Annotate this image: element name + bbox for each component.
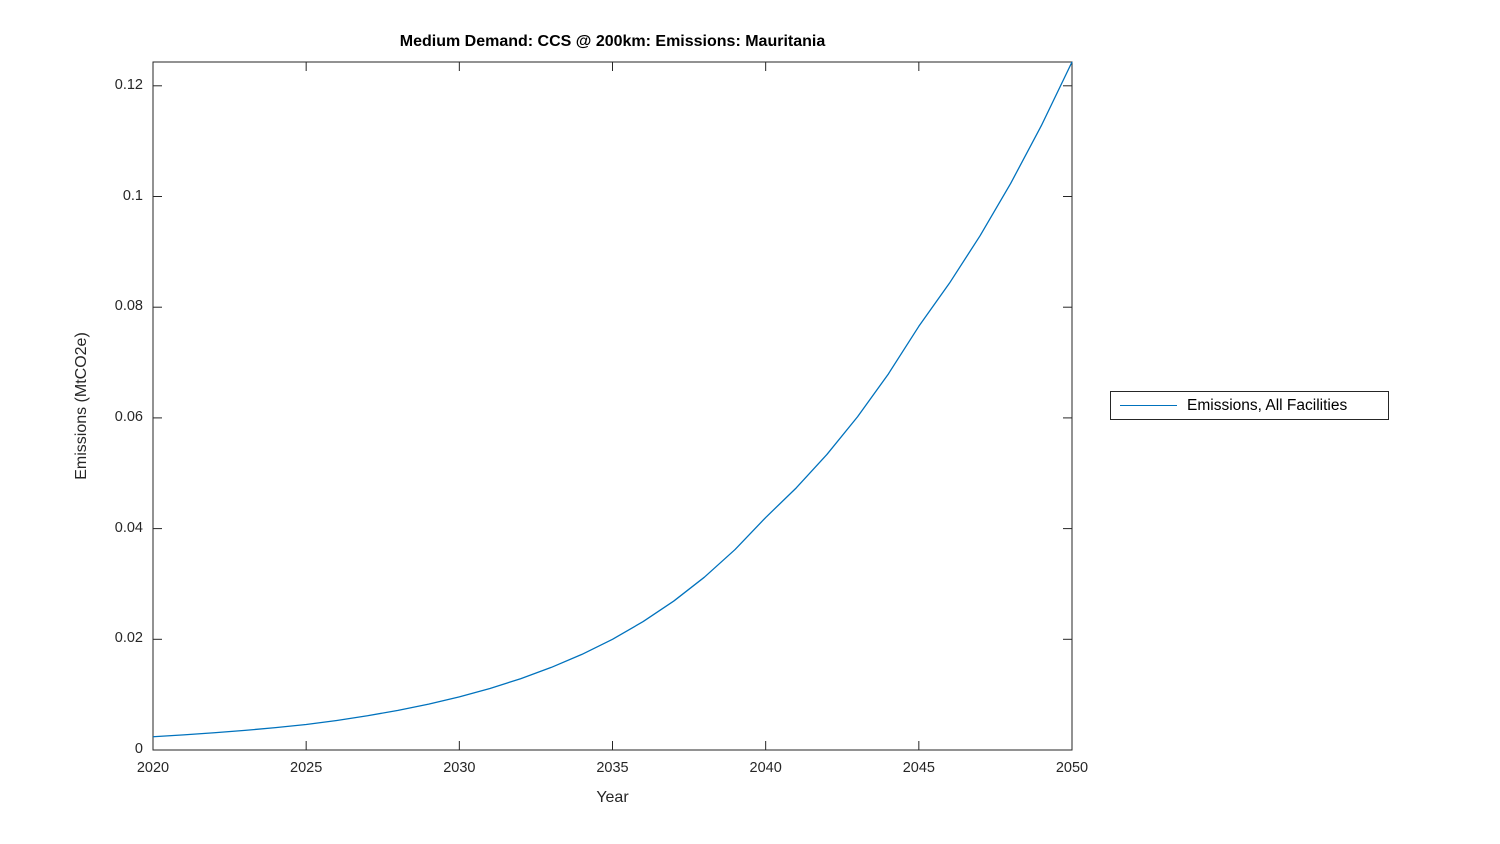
y-tick-label: 0.02 — [114, 630, 143, 647]
y-tick-label: 0.08 — [114, 298, 143, 315]
legend-line-sample — [1120, 405, 1177, 406]
y-tick-label: 0.04 — [114, 519, 143, 536]
y-axis-label: Emissions (MtCO2e) — [73, 332, 90, 480]
axes-box — [152, 61, 1073, 751]
x-tick-label: 2050 — [1055, 760, 1089, 776]
x-tick-label: 2030 — [443, 760, 476, 776]
y-tick-label: 0.1 — [122, 187, 143, 204]
series-line — [152, 61, 1073, 738]
x-tick-label: 2035 — [596, 760, 629, 776]
chart-title: Medium Demand: CCS @ 200km: Emissions: M… — [399, 33, 826, 50]
y-tick-label: 0.12 — [114, 76, 143, 93]
legend: Emissions, All Facilities — [1110, 391, 1389, 420]
x-tick-label: 2045 — [902, 760, 935, 776]
x-tick-label: 2040 — [749, 760, 782, 776]
legend-entry-label: Emissions, All Facilities — [1187, 396, 1348, 414]
y-tick-label: 0 — [134, 741, 143, 757]
y-tick-label: 0.06 — [114, 408, 143, 425]
x-tick-label: 2020 — [136, 760, 170, 776]
x-axis-label: Year — [596, 789, 629, 806]
x-tick-label: 2025 — [290, 760, 323, 776]
